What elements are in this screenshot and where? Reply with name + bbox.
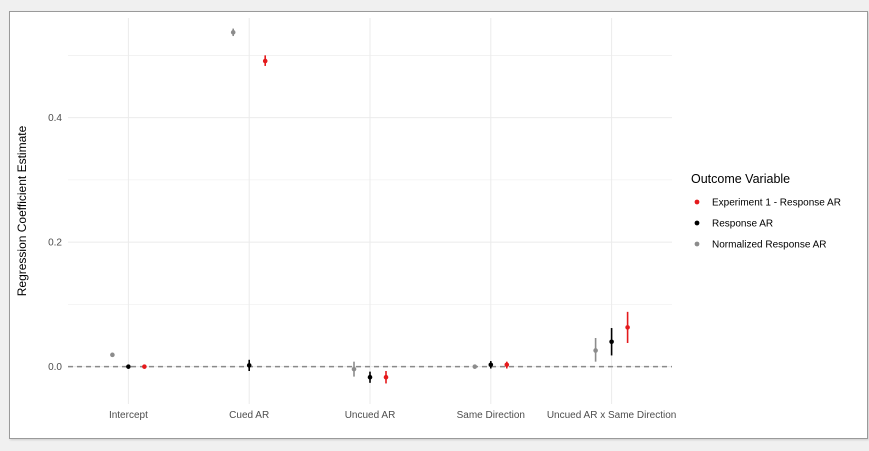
y-tick-labels: 0.0 0.2 0.4 — [48, 113, 62, 373]
data-point — [230, 30, 236, 35]
data-point — [367, 374, 373, 380]
y-tick-label: 0.4 — [48, 113, 62, 124]
data-point — [246, 363, 252, 368]
data-point — [383, 374, 389, 380]
y-tick-label: 0.2 — [48, 238, 62, 249]
data-point — [142, 364, 147, 369]
y-axis-title: Regression Coefficient Estimate — [15, 125, 29, 296]
chart-svg: 0.0 0.2 0.4 Intercept Cued AR Uncued AR Same … — [15, 18, 841, 421]
data-point — [593, 348, 598, 353]
grid-lines — [68, 18, 672, 404]
legend: Outcome Variable Experiment 1 - Response… — [691, 172, 841, 251]
y-tick-label: 0.0 — [48, 362, 62, 373]
x-tick-label: Same Direction — [457, 410, 525, 421]
legend-label: Experiment 1 - Response AR — [712, 198, 841, 209]
data-point — [351, 366, 357, 372]
data-point — [110, 352, 115, 358]
x-tick-labels: Intercept Cued AR Uncued AR Same Direction U… — [109, 410, 676, 421]
legend-title: Outcome Variable — [691, 172, 790, 186]
data-point — [488, 362, 494, 368]
legend-key — [694, 199, 700, 205]
data-point — [472, 364, 478, 369]
data-point — [504, 362, 510, 368]
data-marks — [110, 28, 630, 384]
data-point — [126, 364, 131, 369]
data-point — [609, 339, 614, 345]
legend-label: Response AR — [712, 219, 773, 230]
x-tick-label: Cued AR — [229, 410, 269, 421]
x-tick-label: Uncued AR — [345, 410, 396, 421]
legend-label: Normalized Response AR — [712, 240, 827, 251]
x-tick-label: Uncued AR x Same Direction — [547, 410, 677, 421]
legend-key — [694, 220, 700, 226]
chart-frame: 0.0 0.2 0.4 Intercept Cued AR Uncued AR Same … — [9, 11, 868, 439]
data-point — [262, 58, 268, 64]
data-point — [625, 325, 630, 330]
legend-key — [694, 241, 700, 247]
x-tick-label: Intercept — [109, 410, 148, 421]
